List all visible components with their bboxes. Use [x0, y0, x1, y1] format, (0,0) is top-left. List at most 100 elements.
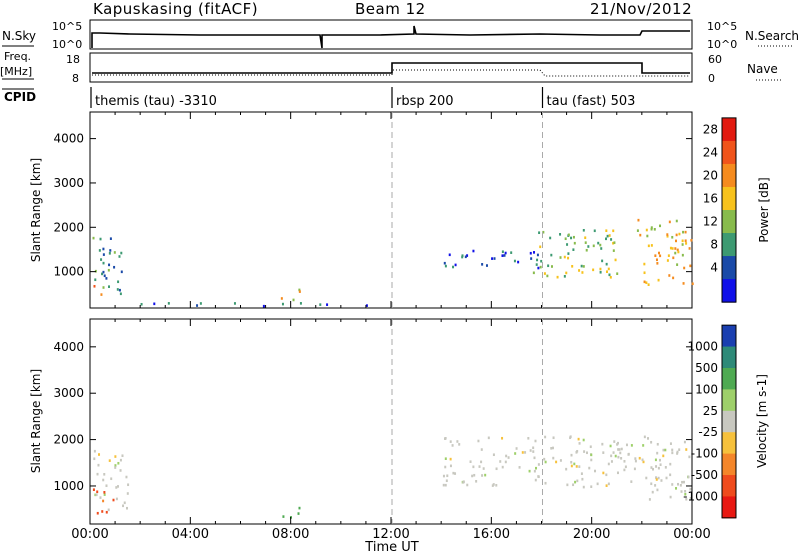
colorbar-swatch-1	[722, 140, 736, 165]
echo-cell	[105, 277, 108, 280]
echo-cell	[480, 448, 483, 451]
echo-cell	[115, 486, 118, 489]
echo-cell	[642, 460, 645, 464]
echo-cell	[108, 459, 111, 462]
echo-cell	[616, 272, 619, 276]
echo-cell	[590, 485, 593, 489]
echo-cell	[518, 466, 521, 469]
echo-cell	[691, 282, 694, 286]
echo-cell	[501, 250, 504, 254]
echo-cell	[676, 248, 679, 252]
echo-cell	[108, 285, 111, 288]
echo-cell	[612, 229, 615, 233]
echo-cell	[299, 302, 302, 305]
echo-cell	[650, 482, 653, 486]
echo-cell	[674, 247, 677, 250]
echo-cell	[618, 448, 621, 451]
echo-cell	[510, 251, 513, 254]
echo-cell	[122, 504, 125, 508]
echo-cell	[537, 475, 540, 479]
echo-cell	[608, 234, 611, 237]
echo-cell	[627, 453, 630, 456]
echo-cell	[517, 260, 520, 264]
echo-cell	[444, 483, 447, 487]
echo-cell	[671, 451, 674, 455]
echo-cell	[120, 270, 123, 274]
colorbar-frame	[721, 324, 737, 519]
echo-cell	[614, 258, 617, 262]
echo-cell	[530, 257, 533, 260]
echo-cell	[282, 515, 285, 518]
echo-cell	[582, 228, 585, 232]
power-panel: Slant Range [km] 1000 2000 3000 4000 28 24 20…	[29, 111, 771, 309]
echo-cell	[572, 235, 575, 239]
echo-cell	[491, 257, 494, 260]
echo-cell	[442, 474, 445, 478]
echo-cell	[576, 449, 579, 453]
echo-cell	[607, 462, 610, 466]
echo-cell	[607, 267, 610, 271]
y-tick-label-0: 1000	[53, 265, 84, 279]
echo-cell	[477, 439, 480, 443]
echo-cell	[572, 248, 575, 251]
echo-cell	[118, 255, 121, 258]
echo-cell	[513, 259, 516, 263]
echo-cell	[103, 472, 106, 476]
echo-cell	[620, 447, 623, 451]
echo-cell	[118, 288, 121, 292]
echo-cell	[581, 477, 584, 481]
echo-cell	[119, 469, 122, 472]
echo-cell	[95, 493, 98, 497]
echo-cell	[664, 448, 667, 452]
echo-cell	[656, 442, 659, 446]
echo-cell	[573, 241, 576, 245]
echo-cell	[657, 278, 660, 282]
y-tick-label-1: 2000	[53, 220, 84, 234]
echo-cell	[651, 490, 654, 494]
echo-cell	[109, 237, 112, 240]
echo-cell	[655, 478, 658, 481]
echo-cell	[495, 483, 498, 487]
echo-cell	[641, 458, 644, 462]
power-colorbar-label: Power [dB]	[757, 177, 771, 242]
echo-cell	[584, 241, 587, 244]
echo-cell	[676, 452, 679, 455]
echo-cell	[448, 253, 451, 257]
echo-cell	[449, 457, 452, 461]
echo-cell	[471, 474, 474, 478]
echo-cell	[114, 466, 117, 469]
echo-cell	[669, 495, 672, 499]
echo-cell	[684, 230, 687, 234]
echo-cell	[609, 276, 612, 279]
echo-cell	[681, 243, 684, 246]
echo-cell	[563, 275, 566, 278]
echo-cell	[612, 241, 615, 245]
echo-cell	[582, 438, 585, 442]
echo-cell	[645, 281, 648, 285]
time-axis: 00:00 04:00 08:00 12:00 16:00 20:00 00:00	[71, 527, 710, 542]
echo-cell	[125, 475, 128, 479]
echo-cell	[664, 466, 667, 469]
echo-cell	[684, 489, 687, 493]
echo-cell	[539, 265, 542, 269]
echo-cell	[98, 453, 101, 456]
echo-cell	[444, 437, 447, 440]
echo-cell	[539, 245, 542, 249]
echo-cell	[547, 264, 550, 268]
echo-cell	[651, 467, 654, 471]
echo-cell	[677, 482, 680, 486]
colorbar-swatch-5	[722, 432, 736, 455]
echo-cell	[537, 266, 540, 270]
echo-cell	[580, 472, 583, 475]
echo-cell	[501, 465, 504, 469]
echo-cell	[535, 263, 538, 266]
echo-cell	[654, 254, 657, 257]
echo-cell	[681, 239, 684, 243]
echo-cell	[116, 485, 119, 488]
time-tick-5: 20:00	[573, 527, 610, 542]
echo-cell	[107, 268, 110, 272]
echo-cell	[117, 461, 120, 465]
freq-right-tick-bottom: 0	[708, 72, 715, 85]
echo-cell	[578, 465, 581, 468]
echo-cell	[550, 447, 553, 450]
